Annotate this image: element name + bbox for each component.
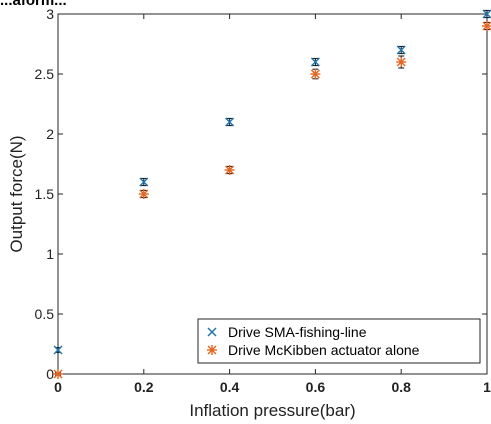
legend: Drive SMA-fishing-line Drive McKibben act… — [197, 318, 481, 364]
legend-marker — [207, 327, 217, 337]
data-point — [225, 117, 235, 127]
y-tick-label: 3 — [46, 6, 54, 22]
x-tick-label: 0.6 — [306, 379, 326, 395]
marker-stroke — [482, 9, 491, 19]
marker-stroke — [310, 57, 320, 67]
legend-label: Drive McKibben actuator alone — [228, 342, 420, 358]
data-point — [138, 189, 149, 199]
data-point — [482, 21, 491, 31]
series-2 — [53, 21, 491, 379]
data-point — [139, 177, 149, 187]
marker-stroke — [207, 327, 217, 337]
data-point — [53, 345, 63, 355]
clipped-header-text: ...aform... — [0, 0, 67, 9]
y-axis-label: Output force(N) — [7, 135, 26, 252]
tick-labels: 0 0.5 1 1.5 2 2.5 3 0 0.2 0.4 0.6 0.8 1 — [35, 6, 491, 395]
x-tick-label: 0 — [54, 379, 62, 395]
marker-stroke — [396, 45, 406, 55]
legend-marker — [207, 345, 217, 355]
y-tick-label: 1 — [46, 246, 54, 262]
data-point — [396, 57, 407, 67]
y-tick-label: 0 — [46, 366, 54, 382]
y-tick-label: 2 — [46, 126, 54, 142]
x-axis-label: Inflation pressure(bar) — [189, 401, 355, 420]
legend-box — [197, 318, 481, 364]
marker-stroke — [225, 117, 235, 127]
data-point — [396, 45, 406, 55]
axes — [57, 13, 488, 375]
data-point — [53, 369, 63, 379]
data-point — [224, 165, 235, 175]
y-tick-label: 1.5 — [35, 186, 55, 202]
marker-stroke — [139, 177, 149, 187]
y-tick-label: 0.5 — [35, 306, 55, 322]
data-points — [53, 9, 491, 379]
x-tick-label: 1 — [483, 379, 491, 395]
x-tick-label: 0.4 — [220, 379, 240, 395]
y-tick-label: 2.5 — [35, 66, 55, 82]
marker-stroke — [53, 345, 63, 355]
x-tick-label: 0.8 — [391, 379, 411, 395]
x-tick-label: 0.2 — [134, 379, 154, 395]
data-point — [310, 69, 321, 79]
legend-label: Drive SMA-fishing-line — [228, 324, 367, 340]
series-1 — [53, 9, 491, 355]
data-point — [310, 57, 320, 67]
data-point — [482, 9, 491, 19]
